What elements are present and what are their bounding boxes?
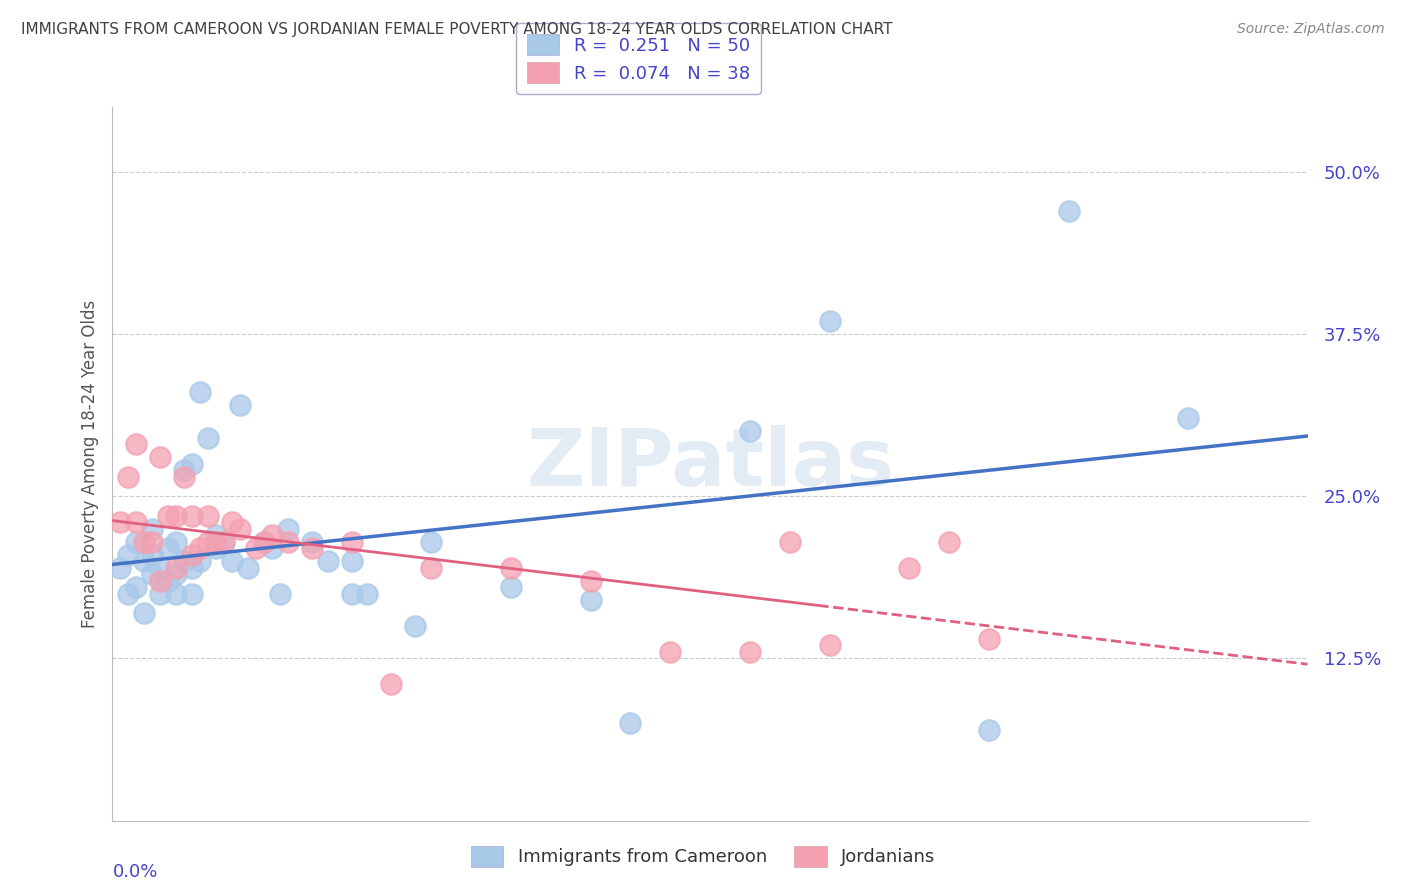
- Point: [173, 470, 195, 484]
- Point: [420, 560, 443, 574]
- Point: [277, 534, 299, 549]
- Point: [134, 534, 156, 549]
- Point: [197, 534, 219, 549]
- Point: [738, 425, 761, 439]
- Point: [229, 399, 252, 413]
- Legend: Immigrants from Cameroon, Jordanians: Immigrants from Cameroon, Jordanians: [464, 838, 942, 874]
- Point: [579, 593, 602, 607]
- Point: [125, 437, 148, 451]
- Point: [818, 639, 841, 653]
- Point: [818, 314, 841, 328]
- Point: [188, 385, 211, 400]
- Text: Source: ZipAtlas.com: Source: ZipAtlas.com: [1237, 22, 1385, 37]
- Point: [977, 632, 1000, 646]
- Point: [316, 554, 339, 568]
- Point: [356, 586, 378, 600]
- Point: [212, 534, 235, 549]
- Point: [1177, 411, 1199, 425]
- Point: [181, 508, 204, 523]
- Point: [110, 515, 132, 529]
- Point: [779, 534, 801, 549]
- Point: [269, 586, 291, 600]
- Point: [380, 677, 402, 691]
- Point: [229, 522, 252, 536]
- Point: [236, 560, 259, 574]
- Point: [898, 560, 921, 574]
- Point: [197, 508, 219, 523]
- Point: [221, 554, 243, 568]
- Point: [134, 606, 156, 620]
- Point: [141, 548, 163, 562]
- Point: [149, 450, 172, 465]
- Point: [134, 554, 156, 568]
- Point: [260, 528, 283, 542]
- Legend: R =  0.251   N = 50, R =  0.074   N = 38: R = 0.251 N = 50, R = 0.074 N = 38: [516, 23, 761, 94]
- Text: IMMIGRANTS FROM CAMEROON VS JORDANIAN FEMALE POVERTY AMONG 18-24 YEAR OLDS CORRE: IMMIGRANTS FROM CAMEROON VS JORDANIAN FE…: [21, 22, 893, 37]
- Point: [579, 574, 602, 588]
- Point: [340, 554, 363, 568]
- Point: [420, 534, 443, 549]
- Point: [157, 574, 180, 588]
- Point: [181, 457, 204, 471]
- Point: [149, 586, 172, 600]
- Point: [205, 528, 228, 542]
- Point: [738, 645, 761, 659]
- Y-axis label: Female Poverty Among 18-24 Year Olds: Female Poverty Among 18-24 Year Olds: [80, 300, 98, 628]
- Point: [165, 560, 187, 574]
- Point: [188, 554, 211, 568]
- Point: [301, 534, 323, 549]
- Point: [499, 560, 522, 574]
- Point: [499, 580, 522, 594]
- Point: [165, 586, 187, 600]
- Point: [165, 508, 187, 523]
- Text: 0.0%: 0.0%: [112, 863, 157, 881]
- Text: ZIPatlas: ZIPatlas: [526, 425, 894, 503]
- Point: [149, 560, 172, 574]
- Point: [157, 508, 180, 523]
- Point: [277, 522, 299, 536]
- Point: [212, 534, 235, 549]
- Point: [253, 534, 276, 549]
- Point: [117, 548, 139, 562]
- Point: [110, 560, 132, 574]
- Point: [125, 580, 148, 594]
- Point: [659, 645, 682, 659]
- Point: [197, 431, 219, 445]
- Point: [938, 534, 960, 549]
- Point: [149, 574, 172, 588]
- Point: [181, 548, 204, 562]
- Point: [245, 541, 267, 556]
- Point: [404, 619, 426, 633]
- Point: [181, 560, 204, 574]
- Point: [301, 541, 323, 556]
- Point: [977, 723, 1000, 737]
- Point: [619, 716, 641, 731]
- Point: [141, 534, 163, 549]
- Point: [117, 470, 139, 484]
- Point: [173, 554, 195, 568]
- Point: [188, 541, 211, 556]
- Point: [157, 541, 180, 556]
- Point: [205, 534, 228, 549]
- Point: [125, 515, 148, 529]
- Point: [253, 534, 276, 549]
- Point: [260, 541, 283, 556]
- Point: [117, 586, 139, 600]
- Point: [165, 534, 187, 549]
- Point: [340, 586, 363, 600]
- Point: [221, 515, 243, 529]
- Point: [165, 567, 187, 582]
- Point: [1057, 203, 1080, 218]
- Point: [181, 586, 204, 600]
- Point: [141, 567, 163, 582]
- Point: [141, 522, 163, 536]
- Point: [340, 534, 363, 549]
- Point: [125, 534, 148, 549]
- Point: [173, 463, 195, 477]
- Point: [205, 541, 228, 556]
